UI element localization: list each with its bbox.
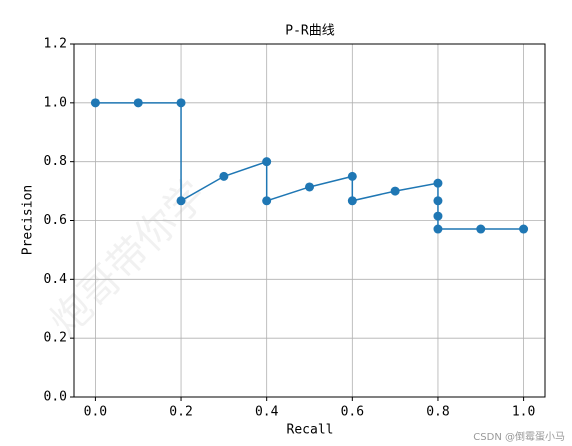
y-tick-label: 1.0 <box>44 95 67 110</box>
y-tick-label: 0.0 <box>44 390 67 405</box>
y-tick-label: 0.8 <box>44 154 67 169</box>
x-axis-label: Recall <box>287 423 334 438</box>
point <box>176 196 186 206</box>
x-tick-label: 0.0 <box>84 405 107 420</box>
point <box>476 224 486 234</box>
point <box>433 196 443 206</box>
point <box>519 224 529 234</box>
point <box>433 211 443 221</box>
x-tick-label: 0.2 <box>169 405 192 420</box>
y-tick-label: 0.2 <box>44 331 67 346</box>
point <box>262 196 272 206</box>
point <box>433 178 443 188</box>
x-tick-label: 0.8 <box>426 405 449 420</box>
y-axis-label: Precision <box>21 185 36 255</box>
watermark: 炮哥带你学 <box>42 172 216 346</box>
chart-title: P-R曲线 <box>285 24 334 39</box>
y-tick-label: 0.6 <box>44 213 67 228</box>
point <box>133 98 143 108</box>
x-tick-label: 1.0 <box>512 405 535 420</box>
point <box>176 98 186 108</box>
point <box>390 186 400 196</box>
y-tick-label: 1.2 <box>44 37 67 52</box>
plot-frame <box>73 43 546 398</box>
point <box>90 98 100 108</box>
y-tick-label: 0.4 <box>44 272 68 287</box>
point <box>347 171 357 181</box>
point <box>262 157 272 167</box>
watermark: CSDN @倒霉蛋小马 <box>473 431 565 443</box>
x-tick-label: 0.4 <box>255 405 279 420</box>
point <box>219 171 229 181</box>
x-tick-label: 0.6 <box>341 405 364 420</box>
point <box>305 182 314 192</box>
point <box>347 196 357 206</box>
point <box>433 224 443 234</box>
